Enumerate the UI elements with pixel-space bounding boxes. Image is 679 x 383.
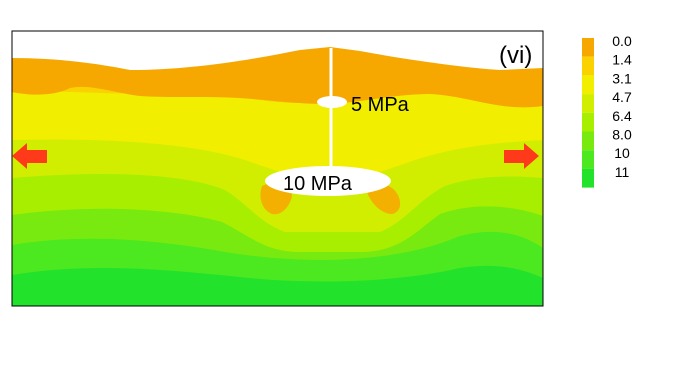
legend-label-6: 10 [614,145,630,161]
legend-swatch-2 [582,75,594,95]
legend-swatch-1 [582,56,594,76]
legend-swatch-7 [582,168,594,188]
color-legend: 0.0 1.4 3.1 4.7 6.4 8.0 10 11 [582,33,632,188]
upper-crack [317,96,347,108]
legend-label-3: 4.7 [612,89,632,105]
legend-swatch-6 [582,150,594,169]
legend-label-4: 6.4 [612,108,632,124]
legend-swatch-4 [582,112,594,132]
lower-crack-pressure-label: 10 MPa [283,173,353,195]
plot-frame [11,30,544,307]
contour-plot [12,31,543,306]
legend-swatch-3 [582,94,594,113]
legend-swatch-0 [582,38,594,57]
legend-label-1: 1.4 [612,52,632,68]
upper-crack-pressure-label: 5 MPa [351,94,410,116]
legend-label-5: 8.0 [612,127,632,143]
right-tension-arrow-icon [504,143,539,169]
panel-label: (vi) [499,42,532,69]
lower-crack [265,166,391,196]
legend-label-2: 3.1 [612,70,632,86]
legend-label-7: 11 [615,164,630,180]
legend-label-0: 0.0 [612,33,632,49]
legend-swatch-5 [582,131,594,151]
top-free-surface [12,31,543,70]
left-tension-arrow-icon [12,143,47,169]
